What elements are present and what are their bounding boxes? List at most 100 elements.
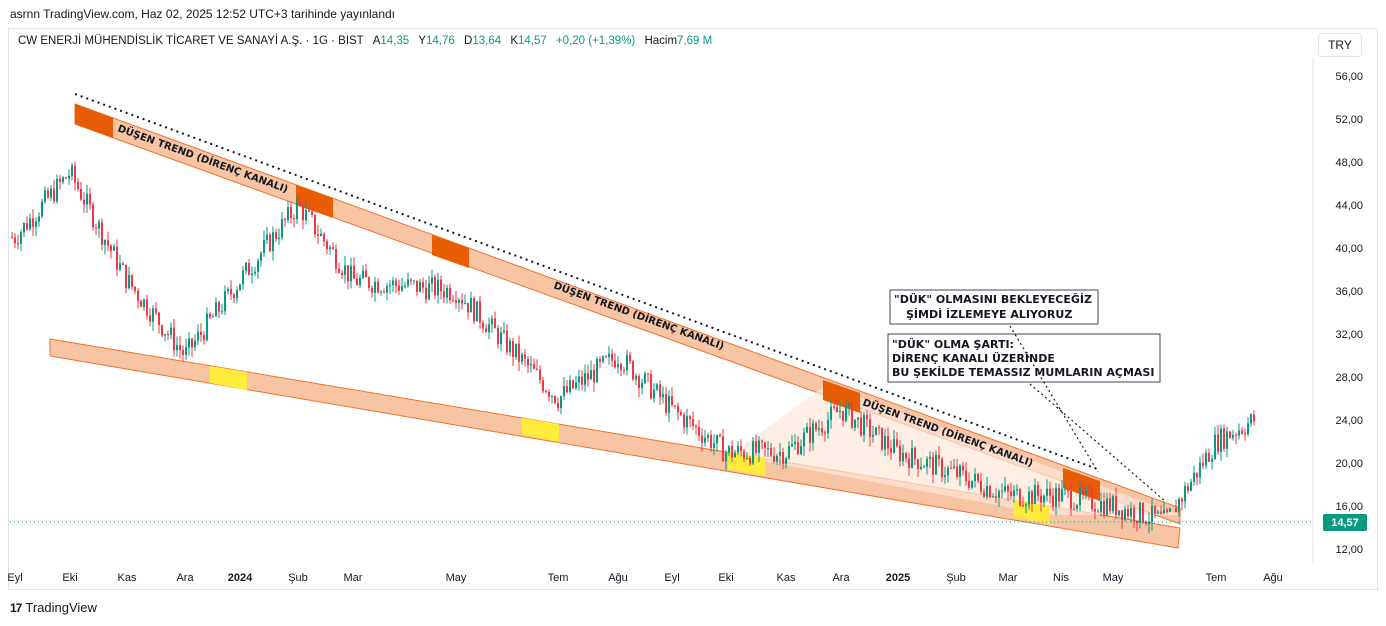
candle-body: [575, 382, 577, 389]
candle-body: [620, 364, 622, 371]
candle-body: [1166, 509, 1168, 512]
candle-body: [119, 263, 121, 270]
candle-body: [638, 375, 640, 389]
candle-body: [653, 389, 655, 399]
candle-body: [251, 273, 253, 276]
candle-body: [524, 354, 526, 359]
note-1-line1: "DÜK" OLMASINI BEKLEYECEĞİZ: [894, 292, 1092, 306]
last-price-text: 14,57: [1331, 517, 1359, 529]
candle-body: [1046, 488, 1048, 496]
price-tick-label: 36,00: [1335, 286, 1363, 298]
tradingview-logo-icon: 17: [10, 600, 22, 615]
candle-body: [1223, 428, 1225, 449]
candle-body: [83, 199, 85, 205]
candle-body: [1016, 488, 1018, 491]
note-pointer: [1029, 383, 1167, 503]
price-tick-label: 12,00: [1335, 544, 1363, 556]
candle-body: [1199, 462, 1201, 478]
candle-body: [689, 416, 691, 420]
candle-body: [17, 243, 19, 245]
candle-body: [329, 247, 331, 250]
candle-body: [131, 275, 133, 287]
candle-body: [1094, 509, 1096, 512]
candle-body: [1208, 452, 1210, 462]
candle-body: [986, 486, 988, 497]
candle-body: [188, 338, 190, 348]
time-tick-label: 2024: [228, 572, 253, 584]
candle-body: [1040, 495, 1042, 503]
candle-body: [1004, 486, 1006, 491]
symbol-legend: CW ENERJİ MÜHENDİSLİK TİCARET VE SANAYİ …: [18, 35, 712, 47]
candle-body: [1139, 502, 1141, 523]
candle-body: [974, 473, 976, 481]
candle-body: [1007, 486, 1009, 492]
candle-body: [530, 364, 532, 366]
candle-body: [800, 446, 802, 455]
candle-body: [1229, 431, 1231, 439]
time-tick-label: Mar: [999, 572, 1018, 584]
candle-body: [494, 318, 496, 329]
close-value: 14,57: [517, 35, 547, 47]
time-tick-label: Tem: [1206, 572, 1227, 584]
candle-body: [527, 358, 529, 366]
candle-body: [1250, 414, 1252, 424]
time-tick-label: 2025: [886, 572, 910, 584]
candle-body: [671, 396, 673, 406]
candle-body: [896, 439, 898, 446]
currency-button[interactable]: TRY: [1318, 33, 1362, 57]
candle-body: [89, 193, 91, 205]
candle-body: [1124, 509, 1126, 520]
candle-body: [893, 439, 895, 453]
candle-body: [905, 452, 907, 459]
candle-body: [80, 189, 82, 200]
candle-body: [377, 281, 379, 293]
candle-body: [590, 369, 592, 380]
candle-body: [107, 240, 109, 246]
candle-body: [143, 299, 145, 308]
candle-body: [740, 445, 742, 452]
candle-body: [1010, 491, 1012, 496]
candle-body: [302, 205, 304, 221]
candle-body: [98, 221, 100, 229]
candle-body: [836, 407, 838, 413]
candle-body: [347, 265, 349, 282]
note-2-line3: BU ŞEKİLDE TEMASSIZ MUMLARIN AÇMASI: [892, 365, 1154, 379]
candle-body: [845, 406, 847, 421]
candle-body: [725, 452, 727, 462]
candle-body: [998, 491, 1000, 498]
candle-body: [977, 473, 979, 481]
candle-body: [911, 447, 913, 468]
candle-body: [1031, 491, 1033, 504]
candle-body: [1100, 500, 1102, 513]
time-tick-label: Ağu: [608, 572, 628, 584]
candle-body: [1073, 508, 1075, 510]
candle-body: [941, 459, 943, 477]
candle-body: [77, 182, 79, 190]
candle-body: [1178, 498, 1180, 512]
candle-body: [308, 209, 310, 212]
candle-body: [1160, 511, 1162, 514]
candle-body: [554, 395, 556, 403]
candle-body: [596, 359, 598, 383]
candle-body: [968, 481, 970, 488]
resistance-touch-marker: [1063, 468, 1100, 501]
candle-body: [1163, 509, 1165, 514]
candle-body: [1214, 434, 1216, 460]
candle-body: [1244, 433, 1246, 435]
candle-body: [194, 340, 196, 348]
candle-body: [899, 445, 901, 462]
candle-body: [437, 279, 439, 296]
candle-body: [806, 426, 808, 433]
candle-body: [1175, 508, 1177, 512]
price-tick-label: 32,00: [1335, 329, 1363, 341]
candle-body: [614, 360, 616, 368]
candle-body: [803, 432, 805, 447]
candle-body: [182, 349, 184, 355]
price-axis: 56,00 52,00 48,00 44,00 40,00 36,00 32,00 28,00…: [1335, 71, 1363, 556]
candle-body: [533, 364, 535, 369]
change-value: +0,20 (+1,39%): [555, 35, 636, 47]
note-box-1: [889, 289, 1099, 325]
candle-body: [821, 428, 823, 433]
candle-body: [266, 234, 268, 240]
